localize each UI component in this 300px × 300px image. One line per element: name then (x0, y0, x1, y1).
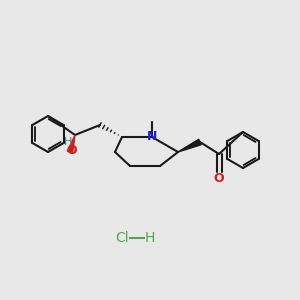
Text: O: O (67, 143, 77, 157)
Text: O: O (214, 172, 224, 185)
Text: H: H (145, 231, 155, 245)
Text: H: H (64, 137, 72, 147)
Text: N: N (147, 130, 157, 142)
Text: Cl: Cl (115, 231, 129, 245)
Polygon shape (67, 135, 75, 153)
Polygon shape (178, 139, 201, 152)
